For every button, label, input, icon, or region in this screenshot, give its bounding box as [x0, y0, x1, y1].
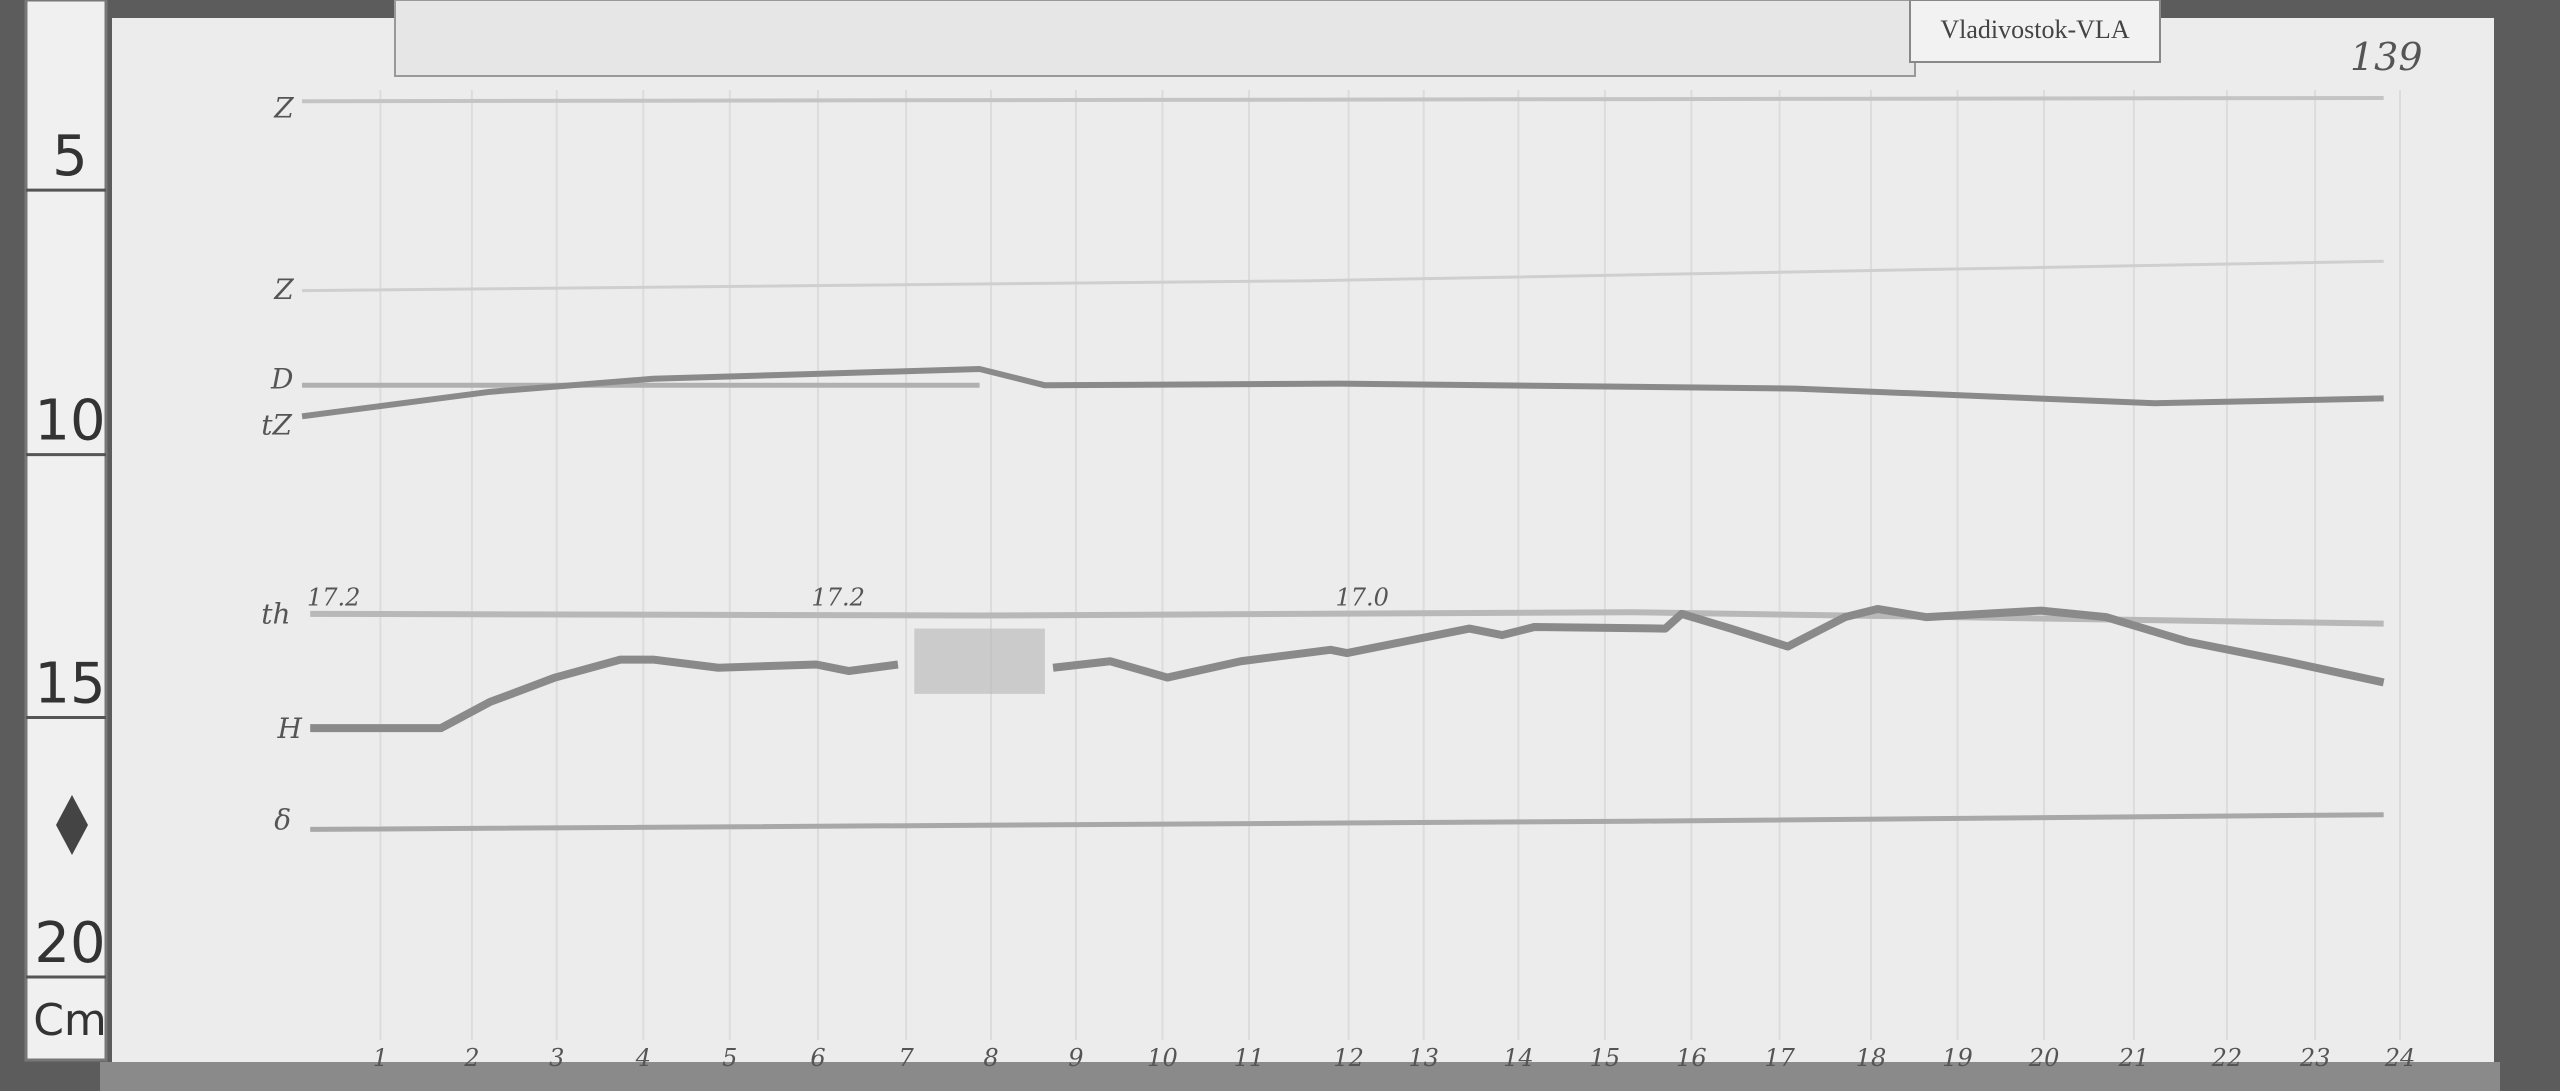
trace-label: D: [270, 363, 293, 396]
hour-tick-label: 17: [1764, 1044, 1795, 1072]
top-strip: [394, 0, 1916, 77]
h-trace-disturbance: [914, 628, 1045, 694]
z-baseline: [302, 95, 2384, 104]
hour-tick-label: 20: [2028, 1044, 2060, 1072]
trace-label: H: [277, 712, 303, 745]
hour-tick-label: 15: [1590, 1044, 1621, 1072]
trace-label: th: [261, 598, 290, 631]
hour-tick-label: 14: [1503, 1044, 1534, 1072]
h-trace: [310, 655, 899, 733]
ruler-mark-label: 5: [52, 124, 88, 189]
hour-tick-label: 22: [2211, 1044, 2243, 1072]
hour-tick-label: 2: [463, 1044, 479, 1072]
ruler-unit: Cm: [33, 995, 107, 1046]
scale-value-annotation: 17.0: [1336, 584, 1389, 612]
trace-label: δ: [274, 803, 291, 836]
ruler-diamond-marker: [56, 795, 88, 855]
d-trace: [301, 365, 2384, 420]
hour-tick-label: 18: [1856, 1044, 1887, 1072]
hour-tick-label: 19: [1942, 1044, 1973, 1072]
hour-tick-label: 1: [373, 1044, 388, 1072]
hour-tick-label: 23: [2299, 1044, 2331, 1072]
ruler-mark-label: 20: [34, 911, 105, 976]
h-baseline: [310, 609, 2384, 627]
trace-label: Z: [273, 92, 294, 125]
hour-tick-label: 24: [2384, 1044, 2416, 1072]
hour-tick-label: 13: [1408, 1044, 1439, 1072]
bottom-baseline: [310, 812, 2384, 832]
sheet-number: 139: [2350, 35, 2423, 79]
z-trace: [302, 259, 2384, 293]
hour-tick-label: 3: [549, 1044, 564, 1072]
hour-tick-label: 8: [983, 1044, 998, 1072]
bottom-edge: [100, 1062, 2500, 1091]
hour-tick-label: 7: [898, 1044, 914, 1072]
ruler-mark-label: 15: [34, 651, 105, 716]
hour-tick-label: 4: [635, 1044, 651, 1072]
trace-label: Z: [273, 273, 294, 306]
hour-tick-label: 6: [810, 1044, 825, 1072]
h-trace: [1052, 604, 2385, 687]
hour-tick-label: 16: [1676, 1044, 1707, 1072]
scale-value-annotation: 17.2: [307, 584, 360, 612]
scale-value-annotation: 17.2: [811, 584, 864, 612]
hour-tick-label: 21: [2118, 1044, 2150, 1072]
hour-tick-label: 5: [722, 1044, 737, 1072]
hour-tick-label: 12: [1333, 1044, 1364, 1072]
hour-tick-label: 10: [1147, 1044, 1178, 1072]
hour-tick-label: 11: [1234, 1044, 1265, 1072]
ruler: [24, 0, 108, 1062]
trace-label: tZ: [261, 408, 292, 441]
station-label: Vladivostok-VLA: [1940, 15, 2129, 44]
hour-tick-label: 9: [1068, 1044, 1083, 1072]
ruler-mark-label: 10: [34, 389, 105, 454]
station-label-box: [1909, 0, 2161, 63]
paper: [112, 18, 2494, 1066]
